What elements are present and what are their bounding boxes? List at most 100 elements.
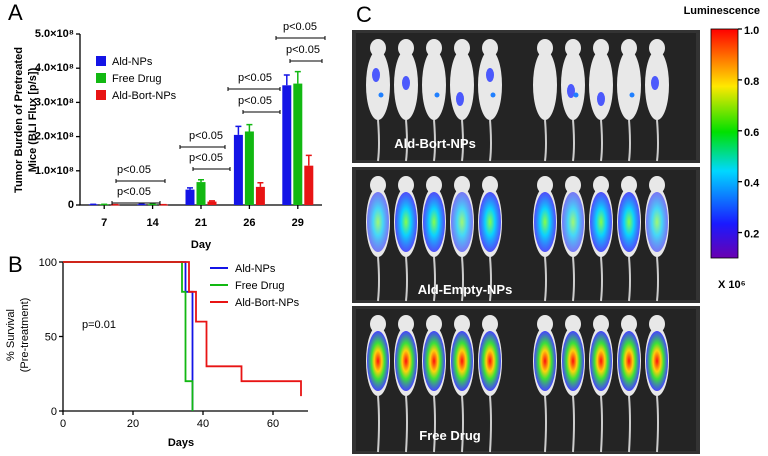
x-tick-label: 29 bbox=[292, 217, 304, 229]
mouse-head bbox=[370, 39, 386, 57]
legend-label: Ald-NPs bbox=[112, 56, 153, 68]
mouse-head bbox=[649, 315, 665, 333]
error-bar bbox=[198, 178, 204, 183]
mouse-head bbox=[621, 315, 637, 333]
colorbar-tick-label: 1.0 bbox=[744, 25, 759, 37]
error-bar bbox=[294, 70, 301, 84]
group-label: Free Drug bbox=[419, 428, 480, 443]
y-axis-label: (Pre-treatment) bbox=[19, 298, 31, 373]
mouse-tail bbox=[461, 256, 464, 302]
mouse-tail bbox=[489, 119, 492, 162]
p-value: p<0.05 bbox=[283, 21, 317, 33]
error-bar bbox=[187, 187, 193, 190]
mouse-tail bbox=[656, 119, 659, 162]
signal bbox=[590, 331, 612, 391]
group-label: Ald-Empty-NPs bbox=[418, 282, 513, 297]
mouse-tail bbox=[544, 395, 547, 453]
colorbar-title: Luminescence bbox=[684, 5, 760, 17]
error-bar bbox=[209, 200, 215, 202]
mouse-body bbox=[366, 50, 390, 120]
mouse-tail bbox=[544, 256, 547, 302]
mouse-head bbox=[482, 39, 498, 57]
mouse-body bbox=[450, 50, 474, 120]
significance-bracket bbox=[227, 87, 281, 91]
signal bbox=[451, 331, 473, 391]
error-bar bbox=[235, 125, 242, 135]
y-tick-label: 50 bbox=[45, 332, 57, 344]
y-tick-label: 1.0×10⁸ bbox=[35, 165, 74, 177]
legend-label: Ald-NPs bbox=[235, 263, 276, 275]
x-tick-label: 14 bbox=[146, 217, 159, 229]
signal bbox=[534, 331, 556, 391]
signal bbox=[562, 192, 584, 252]
signal bbox=[423, 192, 445, 252]
mouse-head bbox=[621, 176, 637, 194]
mouse-tail bbox=[461, 395, 464, 453]
signal bbox=[573, 92, 579, 98]
p-value: p<0.05 bbox=[117, 164, 151, 176]
panel-letter: C bbox=[356, 2, 372, 27]
y-axis-label: % Survival bbox=[5, 309, 17, 361]
mouse-tail bbox=[600, 395, 603, 453]
x-tick-label: 0 bbox=[60, 418, 66, 430]
significance-bracket bbox=[275, 36, 326, 40]
mouse-head bbox=[621, 39, 637, 57]
mouse-body bbox=[533, 50, 557, 120]
mouse-head bbox=[454, 39, 470, 57]
signal bbox=[534, 192, 556, 252]
y-tick-label: 0 bbox=[51, 406, 57, 418]
mouse-tail bbox=[433, 119, 436, 162]
signal bbox=[395, 331, 417, 391]
mouse-head bbox=[537, 176, 553, 194]
mouse-head bbox=[426, 176, 442, 194]
survival-curve bbox=[63, 261, 194, 411]
signal bbox=[451, 192, 473, 252]
y-axis-label: Mice (BLI Flux [p/s]) bbox=[27, 67, 39, 172]
x-tick-label: 21 bbox=[195, 217, 207, 229]
legend-label: Ald-Bort-NPs bbox=[112, 90, 177, 102]
legend-label: Free Drug bbox=[112, 73, 162, 85]
mouse-head bbox=[482, 315, 498, 333]
p-value: p<0.05 bbox=[286, 44, 320, 56]
group-label: Ald-Bort-NPs bbox=[394, 136, 476, 151]
mouse-tail bbox=[628, 395, 631, 453]
error-bar bbox=[283, 74, 290, 86]
signal bbox=[423, 331, 445, 391]
mouse-tail bbox=[656, 395, 659, 453]
colorbar bbox=[710, 28, 739, 259]
signal bbox=[597, 92, 605, 106]
mouse-tail bbox=[461, 119, 464, 162]
mouse-head bbox=[593, 315, 609, 333]
bar bbox=[244, 131, 254, 205]
signal bbox=[378, 92, 384, 98]
signal bbox=[562, 331, 584, 391]
mouse-head bbox=[565, 39, 581, 57]
signal bbox=[395, 192, 417, 252]
mouse-head bbox=[398, 315, 414, 333]
mouse-tail bbox=[433, 256, 436, 302]
mouse-head bbox=[370, 176, 386, 194]
y-axis-label: Tumor Burden of Pretreated bbox=[13, 47, 25, 193]
error-bar bbox=[305, 154, 312, 166]
mouse-head bbox=[426, 39, 442, 57]
significance-bracket bbox=[192, 167, 231, 171]
p-value: p<0.05 bbox=[117, 186, 151, 198]
mouse-tail bbox=[572, 256, 575, 302]
mouse-body bbox=[589, 50, 613, 120]
signal bbox=[618, 192, 640, 252]
x-tick-label: 26 bbox=[243, 217, 255, 229]
bar bbox=[185, 189, 195, 205]
panel-letter: B bbox=[8, 252, 23, 277]
mouse-tail bbox=[600, 256, 603, 302]
mouse-body bbox=[422, 50, 446, 120]
signal bbox=[479, 331, 501, 391]
significance-bracket bbox=[242, 110, 281, 114]
mouse-tail bbox=[405, 119, 408, 162]
mouse-head bbox=[370, 315, 386, 333]
signal bbox=[646, 331, 668, 391]
y-tick-label: 100 bbox=[39, 257, 57, 269]
bar bbox=[304, 165, 314, 205]
mouse-tail bbox=[572, 119, 575, 162]
mouse-body bbox=[617, 50, 641, 120]
